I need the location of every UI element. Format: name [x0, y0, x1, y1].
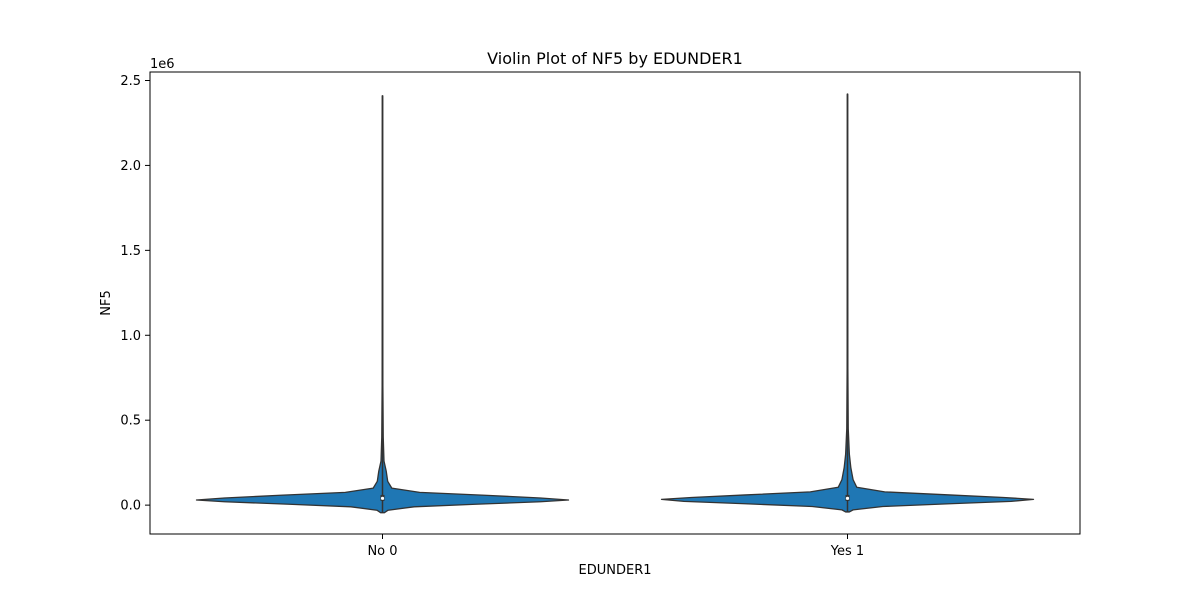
x-axis-label: EDUNDER1 [579, 563, 652, 578]
y-axis-label: NF5 [99, 290, 114, 315]
y-tick-label: 1.0 [120, 329, 141, 344]
y-tick-label: 0.5 [120, 414, 141, 429]
chart-title: Violin Plot of NF5 by EDUNDER1 [487, 49, 743, 68]
y-offset-label: 1e6 [150, 57, 175, 72]
violin-median-marker [380, 496, 385, 500]
y-tick-label: 2.0 [120, 159, 141, 174]
x-tick-label: Yes 1 [830, 544, 864, 559]
plot-area [195, 93, 1035, 514]
y-tick-label: 1.5 [120, 244, 141, 259]
plot-frame [149, 71, 1081, 535]
y-tick-label: 2.5 [120, 74, 141, 89]
y-tick-label: 0.0 [120, 499, 141, 514]
x-tick-label: No 0 [367, 544, 397, 559]
violin-median-marker [845, 496, 850, 500]
